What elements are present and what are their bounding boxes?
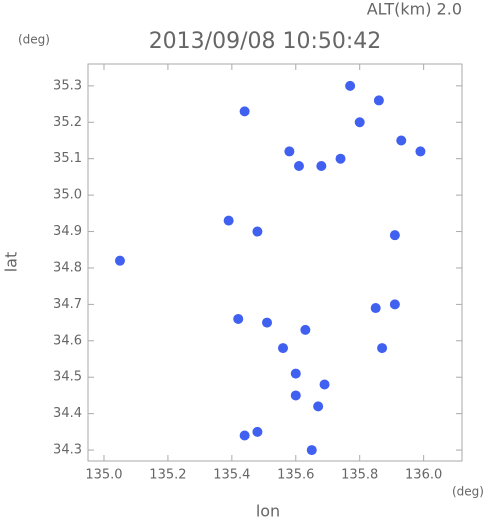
y-tick-label: 34.6 — [53, 333, 82, 348]
y-tick-label: 35.2 — [53, 115, 82, 130]
radar-echo — [377, 343, 388, 354]
x-axis-label: lon — [256, 502, 280, 521]
radar-echo — [389, 299, 400, 310]
radar-echo — [239, 430, 250, 441]
radar-echo — [239, 106, 250, 117]
radar-echo — [293, 160, 304, 171]
radar-echo — [252, 226, 263, 237]
y-tick-label: 34.8 — [53, 260, 82, 275]
y-tick-label: 35.1 — [53, 151, 82, 166]
radar-echo — [396, 135, 407, 146]
x-tick-label: 135.0 — [85, 468, 122, 483]
radar-echo — [345, 80, 356, 91]
altitude-label: ALT(km) 2.0 — [367, 0, 462, 19]
y-tick-label: 35.0 — [53, 188, 82, 203]
radar-echo — [114, 255, 125, 266]
y-tick-label: 34.7 — [53, 297, 82, 312]
radar-echo — [389, 230, 400, 241]
radar-echo — [262, 317, 273, 328]
y-unit: (deg) — [18, 33, 50, 47]
radar-echo — [415, 146, 426, 157]
plot-frame — [87, 63, 463, 462]
x-tick-label: 135.4 — [213, 468, 250, 483]
radar-echo — [306, 445, 317, 456]
radar-echo — [252, 426, 263, 437]
x-tick-label: 135.2 — [149, 468, 186, 483]
radar-echo — [370, 303, 381, 314]
radar-echo — [316, 160, 327, 171]
radar-echo — [284, 146, 295, 157]
radar-echo — [290, 390, 301, 401]
radar-echo — [300, 324, 311, 335]
chart-title: 2013/09/08 10:50:42 — [149, 29, 382, 54]
y-tick-label: 35.3 — [53, 78, 82, 93]
x-tick-label: 135.6 — [277, 468, 314, 483]
y-tick-label: 34.4 — [53, 406, 82, 421]
radar-echo — [223, 215, 234, 226]
radar-echo — [354, 117, 365, 128]
x-tick-label: 135.8 — [341, 468, 378, 483]
radar-echo — [233, 313, 244, 324]
y-tick-label: 34.5 — [53, 370, 82, 385]
y-tick-label: 34.3 — [53, 443, 82, 458]
radar-echo — [373, 95, 384, 106]
x-unit: (deg) — [452, 485, 484, 499]
radar-echo — [277, 343, 288, 354]
radar-echo — [290, 368, 301, 379]
radar-echo — [313, 401, 324, 412]
y-tick-label: 34.9 — [53, 224, 82, 239]
y-axis-label: lat — [2, 252, 21, 273]
radar-echo — [335, 153, 346, 164]
radar-echo — [319, 379, 330, 390]
x-tick-label: 136.0 — [405, 468, 442, 483]
